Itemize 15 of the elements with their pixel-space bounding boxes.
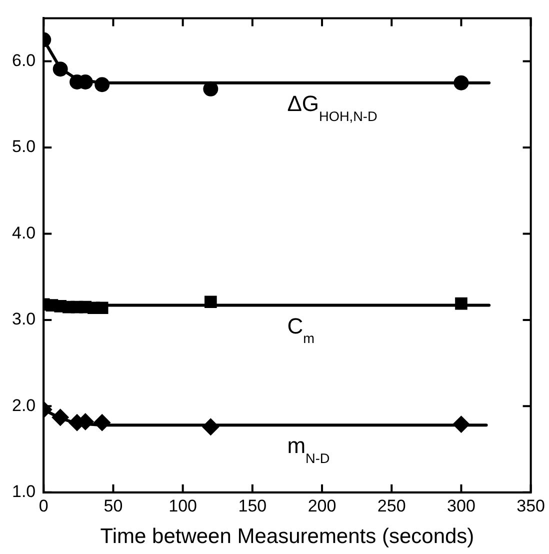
y-tick-label: 3.0 <box>12 310 36 329</box>
y-tick-label: 4.0 <box>12 223 36 242</box>
y-tick-label: 5.0 <box>12 137 36 156</box>
x-tick-label: 350 <box>516 496 546 516</box>
x-tick-label: 250 <box>377 496 406 516</box>
x-tick-label: 200 <box>308 496 336 516</box>
y-tick-label: 2.0 <box>12 396 36 415</box>
x-axis-title: Time between Measurements (seconds) <box>100 525 474 548</box>
y-tick-label: 6.0 <box>12 50 36 70</box>
x-tick-label: 300 <box>447 496 476 516</box>
x-tick-label: 0 <box>38 496 48 516</box>
x-tick-label: 50 <box>104 496 123 516</box>
x-tick-label: 100 <box>168 496 198 516</box>
x-tick-label: 150 <box>238 496 267 516</box>
y-tick-label: 1.0 <box>12 482 36 502</box>
